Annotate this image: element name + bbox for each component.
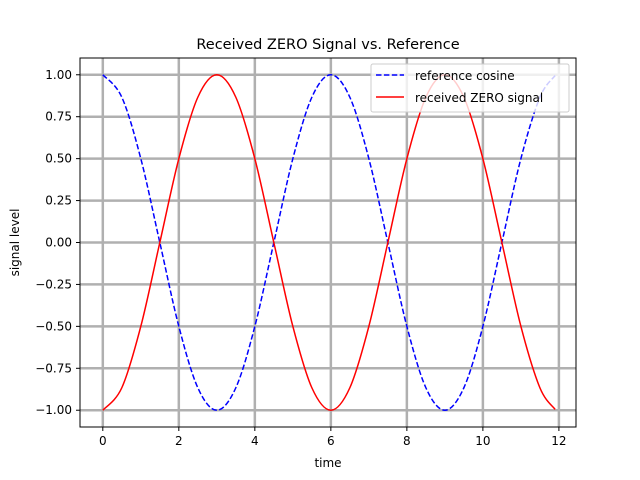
legend-box bbox=[370, 63, 570, 113]
y-tick-label: 0.75 bbox=[45, 110, 72, 124]
x-tick-label: 12 bbox=[551, 434, 566, 448]
x-tick-label: 6 bbox=[327, 434, 335, 448]
y-tick-label: −1.00 bbox=[35, 403, 72, 417]
x-tick-label: 0 bbox=[99, 434, 107, 448]
series-line-received-zero-signal bbox=[102, 74, 556, 411]
y-tick-label: −0.75 bbox=[35, 361, 72, 375]
x-axis-label: time bbox=[314, 456, 341, 470]
x-tick-label: 10 bbox=[475, 434, 490, 448]
legend: reference cosine received ZERO signal bbox=[370, 63, 570, 113]
series-layer bbox=[102, 74, 556, 411]
legend-label-reference-cosine: reference cosine bbox=[415, 69, 515, 83]
x-tick-label: 8 bbox=[403, 434, 411, 448]
x-tick-label: 2 bbox=[175, 434, 183, 448]
tick-marks bbox=[76, 74, 560, 431]
y-axis-label: signal level bbox=[8, 209, 22, 277]
legend-label-received-zero-signal: received ZERO signal bbox=[415, 91, 543, 105]
y-tick-label: 0.50 bbox=[45, 152, 72, 166]
x-tick-label: 4 bbox=[251, 434, 259, 448]
chart-title: Received ZERO Signal vs. Reference bbox=[196, 37, 459, 53]
y-tick-label: 0.00 bbox=[45, 236, 72, 250]
y-tick-label: 0.25 bbox=[45, 194, 72, 208]
series-line-reference-cosine bbox=[102, 74, 556, 411]
tick-labels: 0 2 4 6 8 10 12 −1.00 −0.75 −0.50 −0.25 0.00 0.25 0.5… bbox=[35, 68, 566, 448]
y-tick-label: −0.25 bbox=[35, 277, 72, 291]
y-tick-label: 1.00 bbox=[45, 68, 72, 82]
y-tick-label: −0.50 bbox=[35, 319, 72, 333]
